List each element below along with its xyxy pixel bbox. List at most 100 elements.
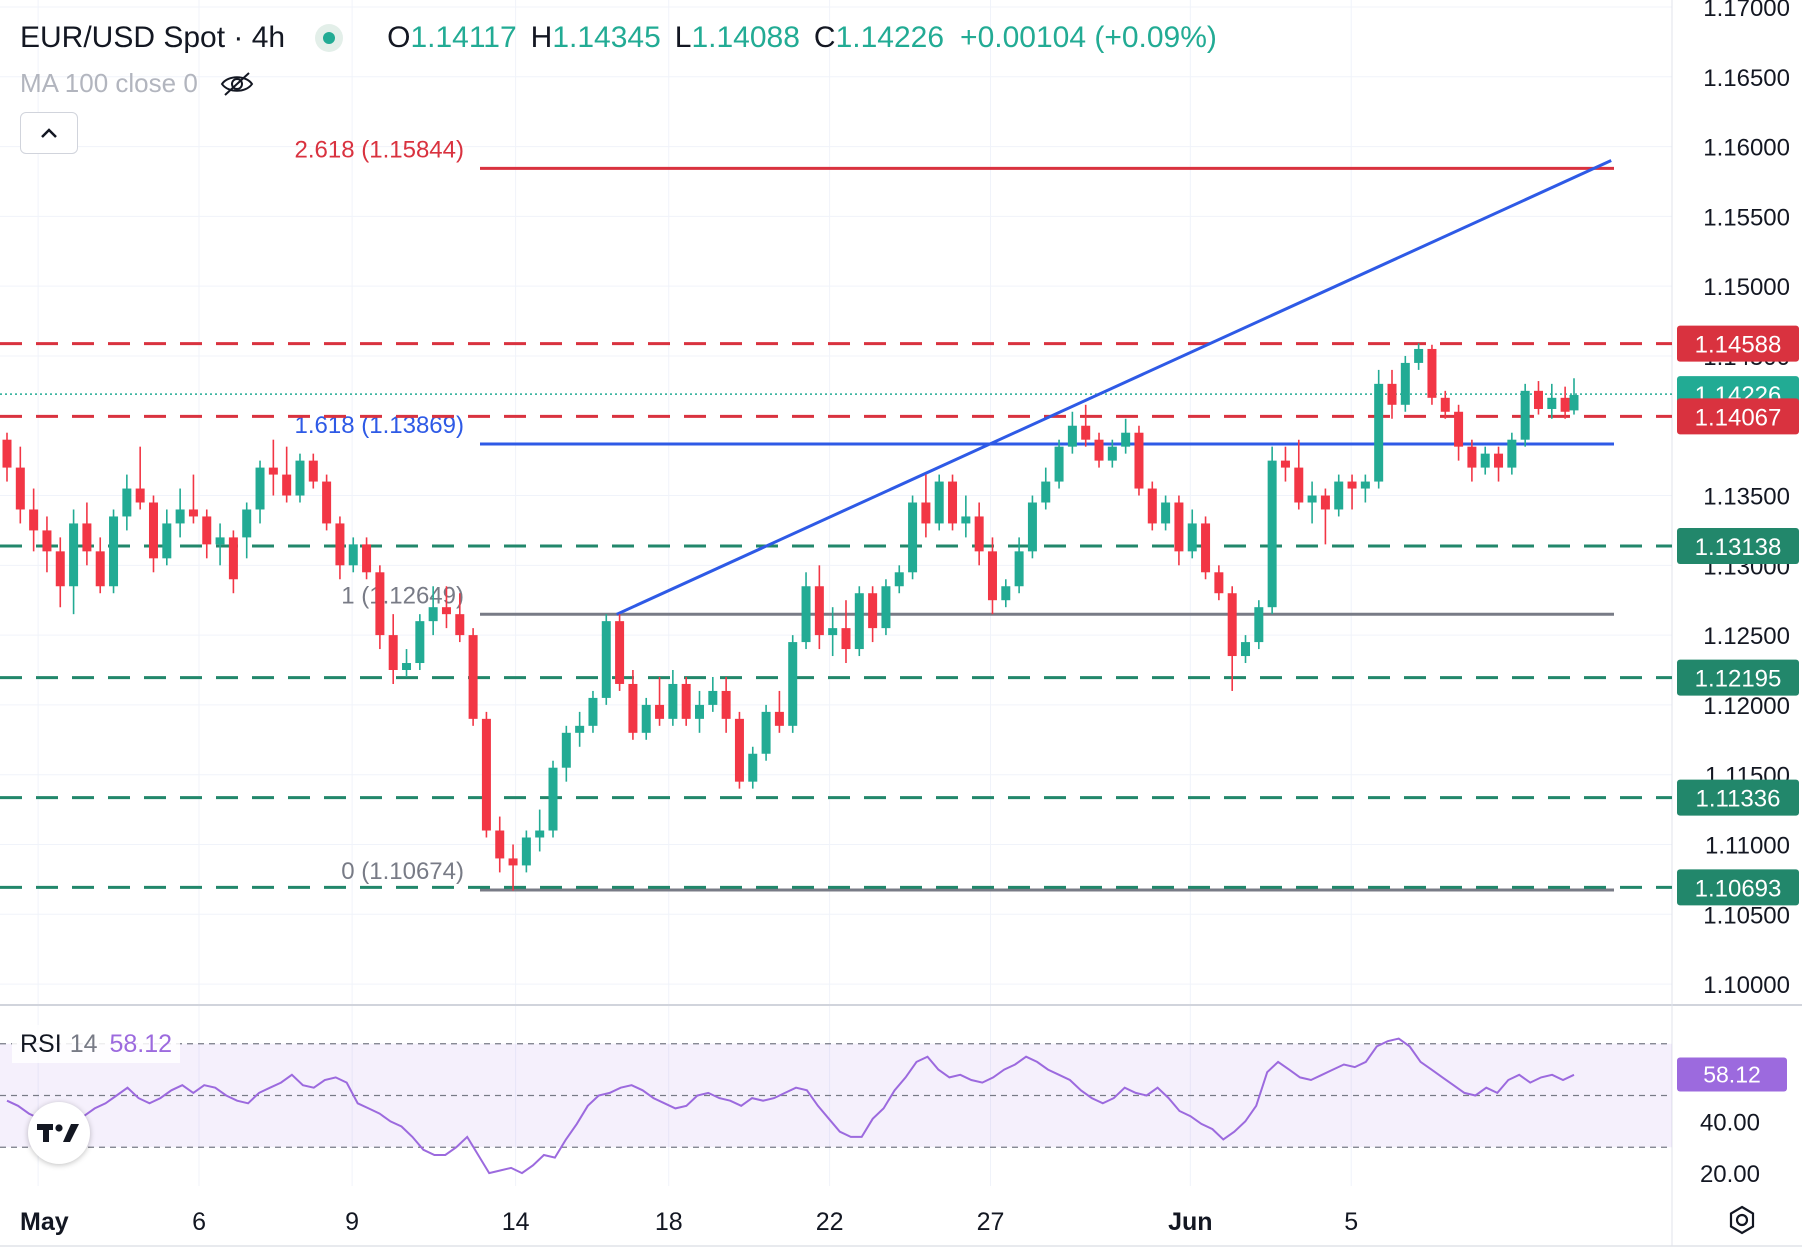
candle-body	[1227, 593, 1237, 657]
candle-body	[402, 663, 412, 670]
candle-body	[1241, 642, 1251, 657]
candle-body	[1533, 390, 1543, 409]
candle-body	[948, 481, 958, 524]
candle-body	[535, 830, 545, 838]
candle-body	[1294, 467, 1304, 503]
support-price-tag	[1677, 869, 1799, 906]
candle-body	[481, 718, 491, 831]
candle-body	[1214, 572, 1224, 594]
candle-body	[814, 586, 824, 636]
candle-body	[468, 635, 478, 719]
candle-body	[1094, 439, 1104, 461]
candle-body	[1161, 502, 1171, 524]
candle-body	[495, 830, 505, 859]
candle-body	[1427, 348, 1437, 398]
candle-body	[1400, 362, 1410, 405]
resistance-price-tag	[1677, 398, 1799, 435]
candle-body	[388, 635, 398, 670]
candle-body	[428, 607, 438, 622]
candle-body	[375, 572, 385, 636]
candle-body	[29, 509, 39, 531]
rsi-tick-label: 20.00	[1700, 1161, 1760, 1188]
candle-body	[1081, 425, 1091, 440]
resistance-price-tag	[1677, 325, 1799, 362]
candle-body	[801, 586, 811, 643]
candle-body	[974, 516, 984, 552]
support-price-tag	[1677, 528, 1799, 565]
price-tick-label: 1.13500	[1703, 484, 1790, 511]
time-tick-label: 22	[816, 1208, 844, 1236]
time-tick-label: 27	[977, 1208, 1005, 1236]
candle-body	[188, 509, 198, 517]
candle-body	[1334, 481, 1344, 510]
candle-body	[1121, 432, 1131, 447]
candle-body	[987, 551, 997, 601]
close-label: C	[813, 21, 836, 54]
settings-gear-icon[interactable]	[1726, 1204, 1758, 1236]
candle-body	[521, 837, 531, 866]
price-tick-label: 1.12000	[1703, 693, 1790, 720]
rsi-legend[interactable]: RSI 14 58.12	[12, 1025, 181, 1063]
candle-body	[282, 474, 292, 496]
candle-body	[1027, 502, 1037, 552]
candle-body	[655, 704, 665, 719]
candle-body	[881, 586, 891, 629]
candle-body	[1267, 460, 1277, 608]
candle-body	[1440, 397, 1450, 412]
candle-body	[1560, 397, 1570, 412]
candle-body	[1494, 453, 1504, 468]
rsi-panel: 40.00 20.00 58.12	[0, 1037, 1787, 1188]
candle-body	[175, 509, 185, 524]
time-tick-label: 14	[502, 1208, 530, 1236]
rsi-length: 14	[69, 1029, 98, 1058]
support-price-tag	[1677, 659, 1799, 696]
candle-body	[961, 516, 971, 524]
symbol-title[interactable]: EUR/USD Spot · 4h	[20, 21, 286, 54]
candle-body	[1067, 425, 1077, 447]
candle-body	[1001, 586, 1011, 601]
candle-body	[242, 509, 252, 538]
price-axis: 1.17000 1.16500 1.16000 1.15500 1.15000 1.145…	[1677, 0, 1799, 999]
resistance-price-tag-text: 1.14067	[1695, 404, 1782, 431]
candle-body	[508, 858, 518, 866]
support-price-tag-text: 1.11336	[1696, 786, 1781, 813]
candle-body	[1320, 495, 1330, 510]
candle-body	[854, 593, 864, 650]
candle-body	[1280, 460, 1290, 468]
candle-body	[1014, 551, 1024, 587]
candle-body	[148, 502, 158, 559]
candle-body	[774, 711, 784, 726]
candle-body	[82, 523, 92, 552]
time-tick-label: 18	[655, 1208, 683, 1236]
trendline	[616, 159, 1612, 616]
candle-body	[1387, 383, 1397, 405]
candle-body	[921, 502, 931, 524]
eye-off-icon[interactable]	[220, 71, 254, 97]
fib-level-label: 2.618 (1.15844)	[295, 136, 464, 163]
candle-body	[415, 621, 425, 664]
symbol-header: EUR/USD Spot · 4h O 1.14117 H 1.14345 L 1.1…	[20, 18, 1217, 58]
candle-body	[1520, 390, 1530, 440]
candle-body	[1374, 383, 1384, 482]
price-tick-label: 1.15000	[1703, 274, 1790, 301]
candle-body	[575, 725, 585, 733]
candle-body	[828, 628, 838, 636]
change-value: +0.00104 (+0.09%)	[960, 21, 1217, 54]
fibonacci-levels: 2.618 (1.15844)1.618 (1.13869)1 (1.12649…	[295, 136, 1614, 892]
candle-body	[761, 711, 771, 754]
candle-body	[441, 607, 451, 615]
collapse-legend-button[interactable]	[20, 112, 78, 154]
rsi-name: RSI	[20, 1029, 62, 1058]
low-label: L	[674, 21, 692, 54]
candle-body	[295, 460, 305, 496]
time-tick-label: Jun	[1168, 1208, 1212, 1236]
candle-body	[641, 704, 651, 733]
tradingview-logo[interactable]	[28, 1102, 90, 1164]
ma-indicator-legend[interactable]: MA 100 close 0	[20, 68, 254, 99]
horizontal-levels	[0, 342, 1672, 889]
chevron-up-icon	[41, 128, 57, 138]
candle-body	[1480, 453, 1490, 468]
price-tick-label: 1.10000	[1703, 972, 1790, 999]
